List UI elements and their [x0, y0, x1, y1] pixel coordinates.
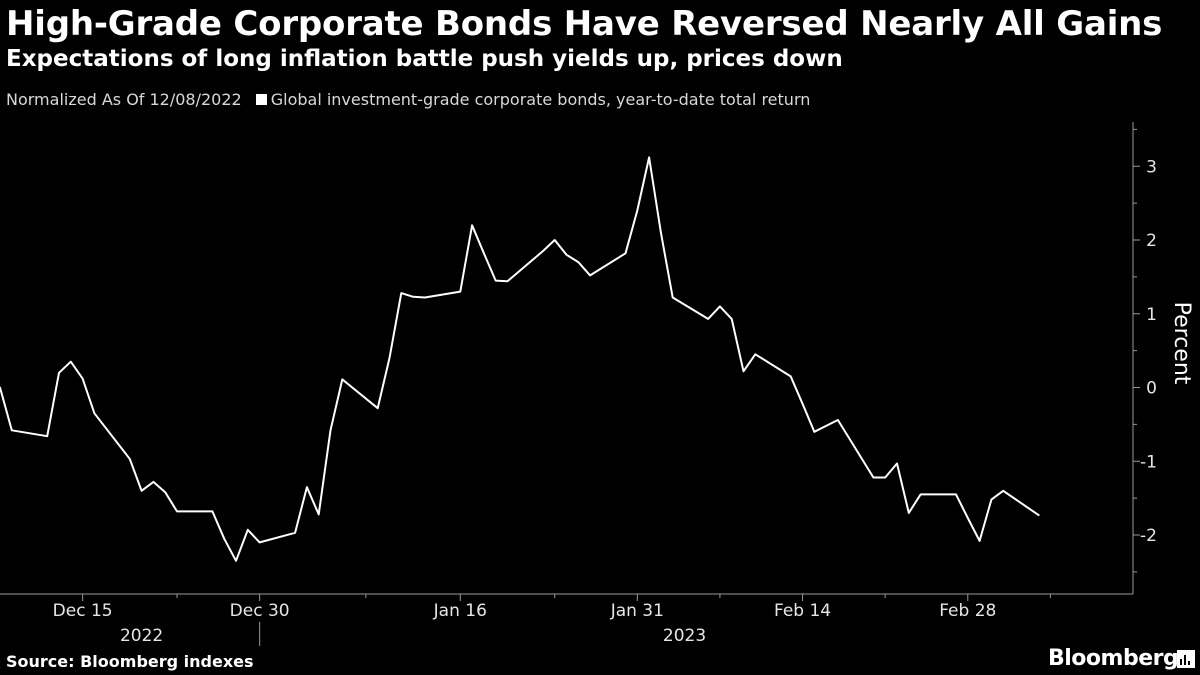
- normalization-note: Normalized As Of 12/08/2022: [6, 90, 242, 109]
- year-label: 2022: [120, 626, 163, 646]
- x-tick-label: Feb 14: [774, 601, 831, 621]
- bloomberg-chart-icon: [1177, 650, 1195, 668]
- bloomberg-logo: Bloomberg: [1048, 646, 1179, 671]
- legend-swatch: [255, 94, 267, 105]
- y-tick-label: 0: [1146, 379, 1157, 399]
- legend: Normalized As Of 12/08/2022 Global inves…: [6, 90, 810, 109]
- x-tick-label: Jan 31: [610, 601, 664, 621]
- x-tick-label: Dec 30: [230, 601, 290, 621]
- series-line: [0, 156, 1040, 562]
- y-tick-label: 3: [1146, 157, 1157, 177]
- y-tick-label: 1: [1146, 305, 1157, 325]
- source-note: Source: Bloomberg indexes: [6, 652, 254, 671]
- y-tick-label: -2: [1140, 526, 1157, 546]
- chart-title: High-Grade Corporate Bonds Have Reversed…: [6, 4, 1163, 44]
- y-tick-label: -1: [1140, 452, 1157, 472]
- y-axis-title: Percent: [1169, 302, 1194, 385]
- legend-series-label: Global investment-grade corporate bonds,…: [270, 90, 811, 109]
- x-tick-label: Feb 28: [939, 601, 996, 621]
- chart-subtitle: Expectations of long inflation battle pu…: [6, 46, 843, 72]
- year-label: 2023: [663, 626, 706, 646]
- x-tick-label: Dec 15: [53, 601, 113, 621]
- x-tick-label: Jan 16: [433, 601, 487, 621]
- y-tick-label: 2: [1146, 231, 1157, 251]
